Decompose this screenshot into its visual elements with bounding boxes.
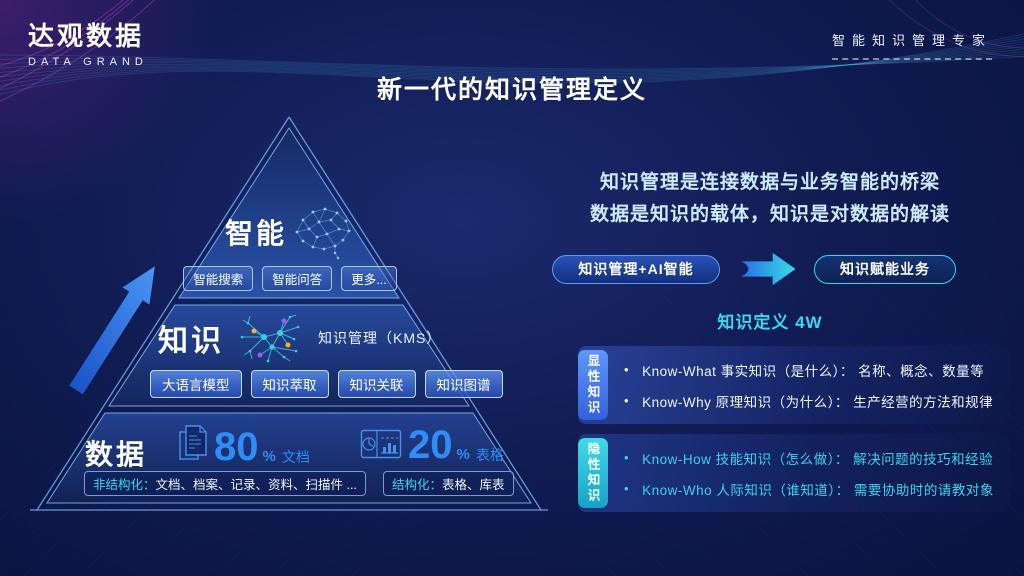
brand-logo-cn: 达观数据 (28, 21, 145, 51)
category-structured-keyword: 结构化： (392, 478, 443, 492)
knowledge-tags: 大语言模型 知识萃取 知识关联 知识图谱 (150, 370, 503, 398)
pyramid-level-knowledge: 知识 知识管理（KMS） (158, 311, 441, 365)
tag-chip: 智能搜索 (183, 266, 254, 291)
insight-text: 知识管理是连接数据与业务智能的桥梁 数据是知识的载体，知识是对数据的解读 (560, 167, 980, 231)
explicit-knowledge-box: 显性知识 Know-What 事实知识（是什么）： 名称、概念、数量等 Know… (578, 346, 1010, 424)
tag-chip: 大语言模型 (150, 370, 242, 398)
flow-row: 知识管理+AI智能 知识赋能业务 (552, 250, 956, 288)
pill-empower-business: 知识赋能业务 (814, 254, 956, 284)
stat-documents-label: 文档 (281, 449, 310, 465)
insight-line1: 知识管理是连接数据与业务智能的桥梁 (599, 172, 940, 193)
stat-documents-unit: % (262, 448, 276, 465)
brain-network-icon (295, 207, 351, 260)
stat-tables-unit: % (456, 446, 470, 463)
knowledge-item-know-how: Know-How 技能知识（怎么做）： 解决问题的技巧和经验 (624, 448, 1010, 468)
knowledge-graph-icon (240, 314, 300, 363)
knowledge-item-know-what: Know-What 事实知识（是什么）： 名称、概念、数量等 (624, 360, 1010, 380)
pill-km-ai: 知识管理+AI智能 (552, 254, 720, 284)
pyramid-level-intelligence: 智能 (180, 204, 400, 260)
stat-documents-value: 80 (214, 425, 259, 470)
explicit-knowledge-tab: 显性知识 (578, 350, 608, 420)
category-structured-items: 表格、库表 (442, 478, 505, 492)
stat-tables-value: 20 (408, 423, 453, 468)
corner-glow (0, 0, 300, 220)
brand-logo: 达观数据 DATA GRAND (28, 16, 148, 68)
category-unstructured: 非结构化：文档、档案、记录、资料、扫描件 ... (84, 471, 366, 496)
level-knowledge-name: 知识 (158, 325, 224, 358)
category-unstructured-keyword: 非结构化： (93, 478, 156, 492)
tag-chip: 知识萃取 (250, 370, 329, 398)
tag-chip: 更多... (341, 266, 397, 291)
tag-chip: 知识关联 (337, 370, 416, 398)
stat-documents: 80 % 文档 (178, 424, 310, 470)
category-unstructured-items: 文档、档案、记录、资料、扫描件 ... (155, 478, 357, 492)
brand-tagline: 智能知识管理专家 (831, 30, 992, 60)
brand-tagline-text: 智能知识管理专家 (831, 33, 992, 48)
tag-chip: 智能问答 (262, 266, 333, 291)
knowledge-item-know-why: Know-Why 原理知识（为什么）： 生产经营的方法和规律 (624, 391, 1010, 411)
tacit-knowledge-items: Know-How 技能知识（怎么做）： 解决问题的技巧和经验 Know-Who … (624, 434, 1010, 512)
category-structured: 结构化：表格、库表 (383, 471, 514, 496)
background-waves (0, 0, 1024, 102)
tacit-knowledge-box: 隐性知识 Know-How 技能知识（怎么做）： 解决问题的技巧和经验 Know… (578, 434, 1010, 512)
documents-icon (179, 425, 207, 460)
definition-heading: 知识定义 4W (717, 313, 823, 332)
kms-caption: 知识管理（KMS） (318, 330, 442, 346)
tacit-knowledge-tab: 隐性知识 (578, 438, 608, 508)
stat-tables: 20 % 表格 (360, 423, 504, 468)
page-title: 新一代的知识管理定义 (376, 76, 647, 104)
right-arrow-icon (741, 252, 796, 286)
growth-arrow-icon (69, 266, 155, 395)
insight-line2: 数据是知识的载体，知识是对数据的解读 (589, 204, 950, 225)
tables-icon (360, 429, 402, 459)
brand-logo-en: DATA GRAND (28, 56, 148, 68)
level-intelligence-name: 智能 (224, 218, 287, 249)
intelligence-tags: 智能搜索 智能问答 更多... (160, 266, 420, 291)
knowledge-item-know-who: Know-Who 人际知识（谁知道）： 需要协助时的请教对象 (624, 479, 1010, 499)
explicit-knowledge-items: Know-What 事实知识（是什么）： 名称、概念、数量等 Know-Why … (624, 346, 1010, 424)
tagline-underline (831, 58, 992, 60)
stat-tables-label: 表格 (475, 447, 504, 463)
level-data-name: 数据 (85, 439, 148, 470)
tag-chip: 知识图谱 (424, 370, 503, 398)
